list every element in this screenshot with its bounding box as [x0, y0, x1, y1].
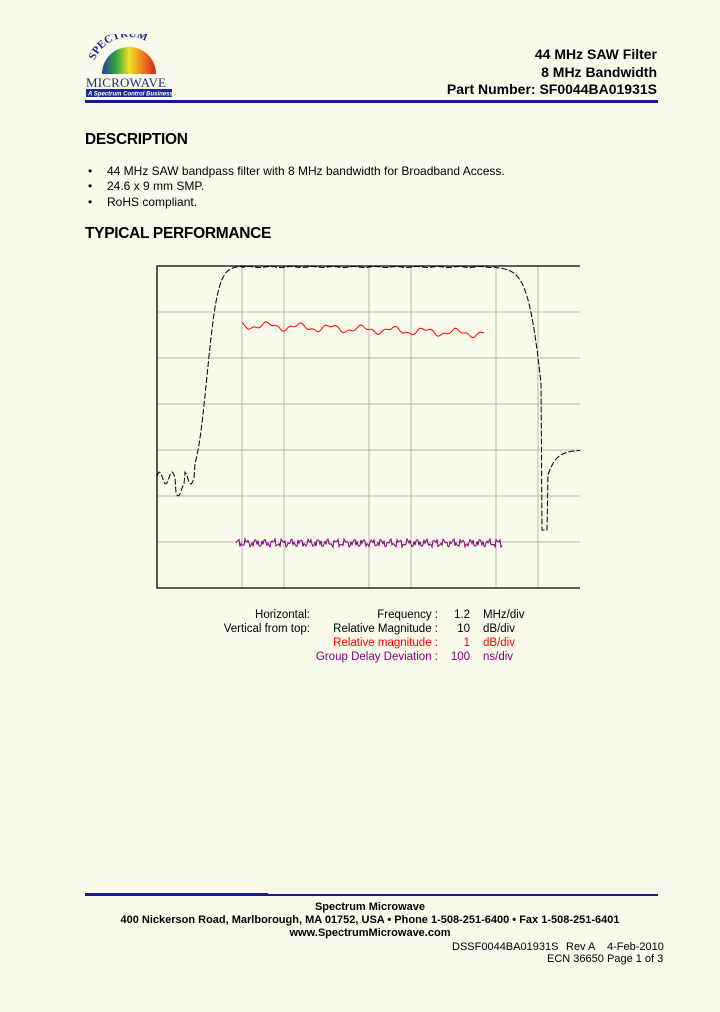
legend-name: Frequency :: [377, 609, 438, 621]
svg-text:A Spectrum Control Business: A Spectrum Control Business: [87, 92, 173, 98]
legend-value: 1.2: [454, 609, 470, 621]
bandwidth-title: 8 MHz Bandwidth: [541, 64, 657, 80]
footer-address: 400 Nickerson Road, Marlborough, MA 0175…: [120, 914, 620, 926]
legend-name: Relative Magnitude :: [333, 623, 438, 635]
group-delay-trace: [235, 537, 503, 549]
legend-name: Relative magnitude :: [333, 637, 438, 649]
svg-text:MICROWAVE: MICROWAVE: [86, 75, 166, 90]
page-number: Page 1 of 3: [607, 953, 664, 965]
doc-id: DSSF0044BA01931S: [452, 941, 559, 953]
footer-company: Spectrum Microwave: [314, 901, 426, 913]
performance-chart: [156, 265, 580, 589]
footer-website[interactable]: www.SpectrumMicrowave.com: [289, 927, 451, 939]
legend-unit: dB/div: [483, 623, 515, 635]
legend-unit: MHz/div: [483, 609, 525, 621]
legend-unit: dB/div: [483, 637, 515, 649]
ecn: ECN 36650: [547, 953, 604, 965]
legend-name: Group Delay Deviation :: [315, 651, 438, 663]
magnitude-trace: [156, 266, 580, 531]
footer-rule: [85, 894, 658, 896]
company-logo: SPECTRUM MICROWAVE A Spectrum Control Bu…: [84, 28, 174, 98]
revision: Rev A: [566, 941, 596, 953]
plot-frame: [156, 265, 580, 589]
product-title: 44 MHz SAW Filter: [534, 46, 657, 62]
legend-value: 1: [463, 637, 470, 649]
header-rule: [85, 100, 658, 103]
legend-value: 10: [457, 623, 470, 635]
legend-value: 100: [450, 651, 470, 663]
legend-horizontal-label: Horizontal:: [255, 609, 310, 621]
performance-heading: TYPICAL PERFORMANCE: [85, 225, 272, 242]
footer-rule-accent: [85, 893, 268, 895]
doc-date: 4-Feb-2010: [607, 941, 664, 953]
legend-unit: ns/div: [483, 651, 514, 663]
list-item: 44 MHz SAW bandpass filter with 8 MHz ba…: [88, 164, 505, 179]
part-number: Part Number: SF0044BA01931S: [446, 81, 657, 97]
description-list: 44 MHz SAW bandpass filter with 8 MHz ba…: [88, 164, 505, 210]
list-item: 24.6 x 9 mm SMP.: [88, 179, 505, 194]
legend-vertical-label: Vertical from top:: [223, 623, 310, 635]
description-heading: DESCRIPTION: [85, 131, 188, 148]
list-item: RoHS compliant.: [88, 195, 505, 210]
relative-magnitude-trace: [241, 321, 485, 339]
